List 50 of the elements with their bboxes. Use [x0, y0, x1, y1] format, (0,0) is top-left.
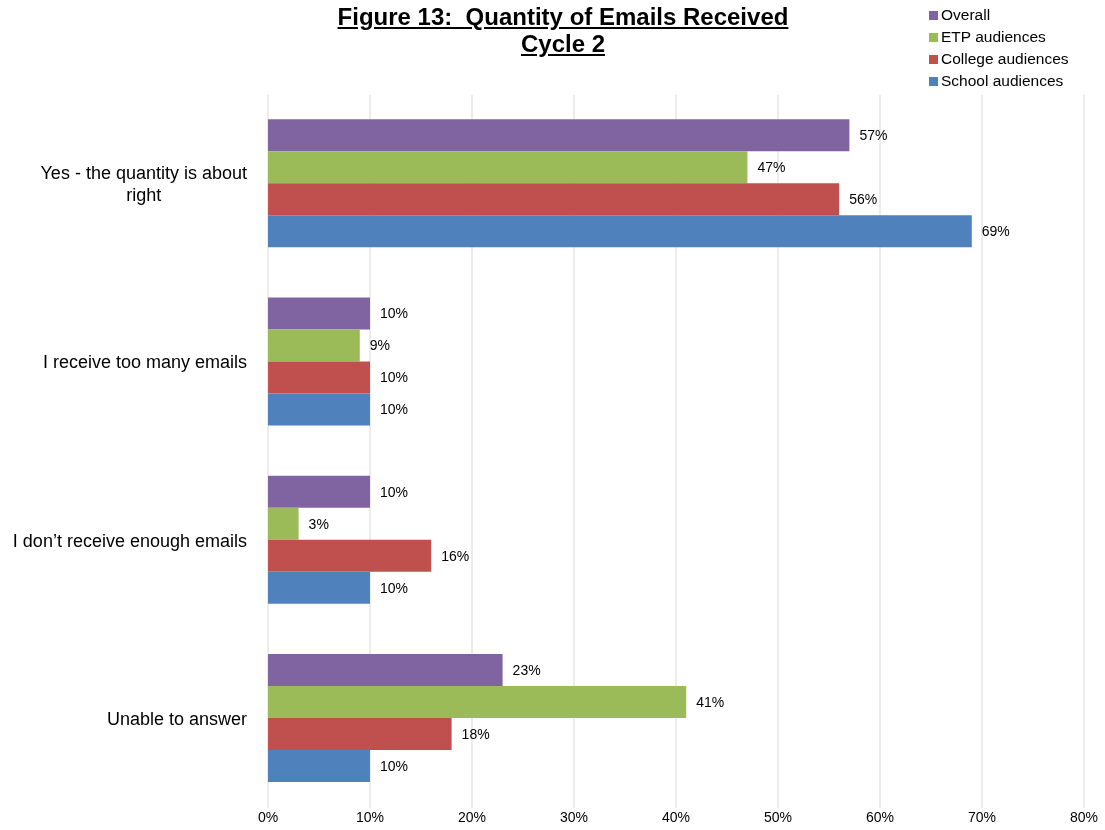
data-label: 56% [849, 191, 878, 208]
bar [268, 361, 370, 394]
bar [268, 539, 432, 572]
bar [268, 151, 748, 184]
data-label: 10% [380, 305, 409, 322]
x-tick-label: 20% [457, 808, 487, 825]
legend-label: Overall [941, 5, 991, 25]
y-tick-label: I don’t receive enough emails [12, 530, 247, 551]
legend-label: College audiences [941, 49, 1069, 69]
data-label: 57% [859, 127, 888, 144]
bar [268, 653, 503, 686]
x-tick-label: 40% [661, 808, 691, 825]
bar [268, 749, 370, 782]
x-tick-label: 0% [257, 808, 279, 825]
y-tick-label: Yes - the quantity is about right [40, 163, 248, 206]
bar [268, 507, 299, 540]
bar [268, 685, 687, 718]
bar [268, 393, 370, 426]
bar [268, 119, 850, 152]
x-tick-label: 60% [865, 808, 895, 825]
data-label: 47% [757, 159, 786, 176]
data-label: 10% [380, 369, 409, 386]
data-label: 3% [308, 515, 329, 532]
bar [268, 297, 370, 330]
data-label: 23% [512, 661, 541, 678]
data-label: 9% [369, 337, 391, 354]
x-tick-label: 70% [967, 808, 997, 825]
x-tick-label: 10% [355, 808, 385, 825]
data-label: 18% [461, 725, 490, 742]
y-tick-label: I receive too many emails [42, 352, 248, 373]
x-tick-label: 80% [1069, 808, 1099, 825]
bar [268, 717, 452, 750]
bar [268, 475, 370, 508]
data-label: 16% [441, 547, 470, 564]
data-label: 10% [380, 579, 409, 596]
data-label: 69% [981, 223, 1010, 240]
data-label: 10% [380, 483, 409, 500]
bar [268, 329, 360, 362]
legend-label: ETP audiences [941, 27, 1046, 47]
y-tick-label: Unable to answer [106, 708, 248, 729]
x-tick-label: 30% [559, 808, 589, 825]
bar [268, 571, 370, 604]
bar [268, 183, 840, 216]
legend-label: School audiences [941, 71, 1064, 91]
data-label: 41% [696, 693, 725, 710]
chart-title: Figure 13: Quantity of Emails Received Cycle 2 [337, 3, 789, 57]
x-tick-label: 50% [763, 808, 793, 825]
data-label: 10% [380, 401, 409, 418]
bar [268, 215, 972, 248]
data-label: 10% [380, 757, 409, 774]
